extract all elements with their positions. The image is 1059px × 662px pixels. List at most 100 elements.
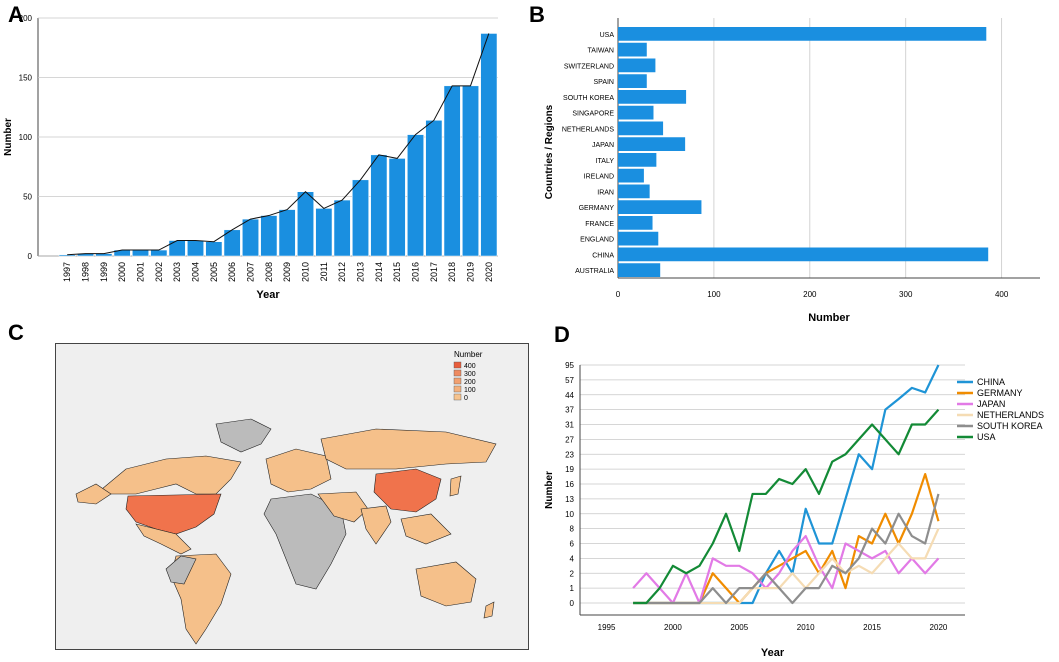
panel-label-a: A <box>8 2 24 27</box>
y-tick-label: NETHERLANDS <box>562 126 614 133</box>
y-tick-label: ITALY <box>596 158 615 165</box>
y-tick-label: 6 <box>570 540 575 549</box>
y-tick-label: 23 <box>565 450 574 459</box>
y-tick-label: 19 <box>565 465 574 474</box>
map-new-zealand <box>483 601 495 619</box>
legend-label: CHINA <box>977 377 1005 387</box>
x-tick-label: 300 <box>899 290 913 299</box>
x-tick-label: 2012 <box>337 262 347 282</box>
x-tick-label: 0 <box>616 290 621 299</box>
y-tick-label: 44 <box>565 391 574 400</box>
map-russia <box>320 428 497 470</box>
legend-label-0: 0 <box>464 395 468 402</box>
x-tick-label: 1997 <box>62 262 72 282</box>
map-se-asia <box>400 513 452 545</box>
bar <box>297 191 314 257</box>
y-tick-label: FRANCE <box>585 221 614 228</box>
bar <box>132 249 149 257</box>
x-tick-label: 2020 <box>930 623 948 632</box>
y-tick-label: SOUTH KOREA <box>563 95 614 102</box>
bar <box>315 208 333 257</box>
bar <box>407 134 424 257</box>
bar <box>278 209 296 257</box>
x-tick-label: 2006 <box>227 262 237 282</box>
legend-label: NETHERLANDS <box>977 410 1044 420</box>
bar <box>150 249 168 257</box>
y-axis-title: Number <box>544 471 555 509</box>
x-tick-label: 200 <box>803 290 817 299</box>
world-map-panel: Number 400 300 200 100 0 <box>55 343 529 650</box>
bar <box>187 240 204 257</box>
y-tick-label: IRELAND <box>584 174 614 181</box>
y-tick-label: 100 <box>19 133 33 142</box>
x-tick-label: 2000 <box>117 262 127 282</box>
y-tick-label: 1 <box>570 584 575 593</box>
legend-label: JAPAN <box>977 399 1005 409</box>
bar <box>168 240 186 257</box>
bar <box>333 199 351 257</box>
x-tick-label: 2005 <box>730 623 748 632</box>
y-tick-label: SINGAPORE <box>572 111 614 118</box>
legend-swatch-200 <box>453 377 462 385</box>
bar <box>352 179 369 257</box>
x-tick-label: 1995 <box>598 623 616 632</box>
chart-a-yearly-publications: 0 50 100 150 200 1997 1998 1999 2000 2001 2002 2003… <box>3 14 498 301</box>
y-tick-label: 13 <box>565 495 574 504</box>
y-tick-label: ENGLAND <box>580 237 614 244</box>
chart-d-country-trends: 0 1 2 4 6 8 10 13 16 19 23 27 31 37 44 57 95 1995 2000 2005… <box>544 361 1044 659</box>
y-tick-label: AUSTRALIA <box>575 268 614 275</box>
bar <box>370 154 388 257</box>
bar <box>618 168 644 183</box>
legend-label-100: 100 <box>464 387 476 394</box>
x-tick-label: 2005 <box>209 262 219 282</box>
bar <box>388 158 406 257</box>
series-line-south-korea <box>633 493 940 605</box>
panel-label-c: C <box>8 320 24 345</box>
x-tick-label: 2015 <box>392 262 402 282</box>
y-tick-label: 31 <box>565 421 574 430</box>
y-tick-label: GERMANY <box>579 205 615 212</box>
bar <box>618 153 657 167</box>
map-japan <box>449 475 462 497</box>
series-line-usa <box>633 408 940 605</box>
map-china <box>373 468 442 513</box>
x-tick-label: 2003 <box>172 262 182 282</box>
x-tick-label: 2008 <box>264 262 274 282</box>
bar <box>618 121 664 136</box>
map-alaska <box>75 483 112 505</box>
legend-swatch-300 <box>453 369 462 377</box>
bar <box>205 241 223 257</box>
x-tick-label: 2016 <box>411 262 421 282</box>
trend-line <box>67 33 490 256</box>
bar <box>618 42 647 57</box>
x-tick-label: 2002 <box>154 262 164 282</box>
x-tick-label: 2007 <box>246 262 256 282</box>
bar <box>618 231 659 246</box>
x-tick-label: 2015 <box>863 623 881 632</box>
map-europe <box>265 448 332 493</box>
y-tick-label: 200 <box>19 14 33 23</box>
bar <box>425 120 443 257</box>
y-tick-label: 2 <box>570 569 575 578</box>
legend-label: USA <box>977 432 996 442</box>
bar <box>618 90 687 104</box>
map-greenland <box>215 418 272 453</box>
x-axis-title: Number <box>808 312 850 324</box>
panel-label-d: D <box>554 322 570 347</box>
y-axis-title: Number <box>3 118 14 156</box>
x-tick-label: 1998 <box>81 262 91 282</box>
x-tick-label: 2000 <box>664 623 682 632</box>
bar <box>260 215 278 257</box>
x-tick-label: 2011 <box>319 262 329 281</box>
y-tick-label: 150 <box>19 74 33 83</box>
map-mexico-central <box>135 523 192 555</box>
legend-label-300: 300 <box>464 371 476 378</box>
chart-b-country-counts: 0 100 200 300 400 USA TAIWAN SWITZERLAND SPAIN SO… <box>544 18 1040 324</box>
bar <box>242 218 259 257</box>
bar <box>618 216 653 230</box>
y-tick-label: JAPAN <box>592 142 614 149</box>
x-tick-label: 2004 <box>191 262 201 282</box>
y-tick-label: 95 <box>565 361 574 370</box>
y-tick-label: 4 <box>570 554 575 563</box>
map-land <box>75 418 497 645</box>
